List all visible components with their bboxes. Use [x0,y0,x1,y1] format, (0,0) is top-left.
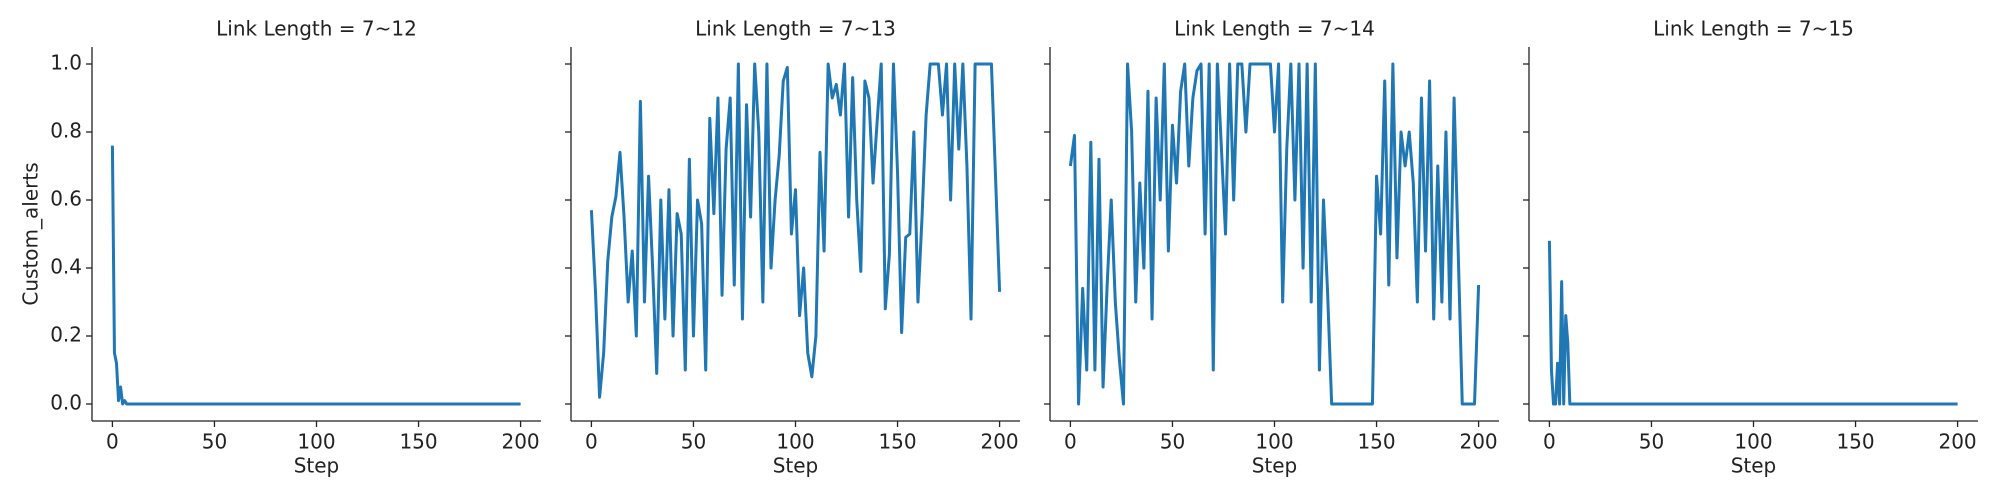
x-tick-label: 50 [681,430,706,454]
line-series [110,145,521,406]
x-tick-label: 100 [1255,430,1293,454]
x-tick-label: 100 [776,430,814,454]
line-series [1068,62,1481,406]
x-tick-label: 200 [501,430,539,454]
x-tick-label: 50 [1160,430,1185,454]
y-tick-label: 0.4 [50,255,82,279]
y-tick-label: 0.6 [50,187,82,211]
x-tick-label: 0 [1543,430,1556,454]
x-tick-label: 200 [1938,430,1976,454]
x-tick-label: 0 [585,430,598,454]
x-tick-label: 200 [1459,430,1497,454]
panel-title: Link Length = 7~15 [1653,17,1854,41]
x-tick-label: 150 [399,430,437,454]
x-tick-label: 0 [106,430,119,454]
x-axis-label: Step [773,454,819,478]
y-axis-label: Custom_alerts [19,162,43,305]
x-tick-label: 50 [202,430,227,454]
x-tick-label: 50 [1639,430,1664,454]
x-tick-label: 0 [1064,430,1077,454]
x-tick-label: 150 [1836,430,1874,454]
line-series [589,62,1002,399]
y-tick-label: 1.0 [50,51,82,75]
x-tick-label: 100 [1734,430,1772,454]
x-tick-label: 150 [878,430,916,454]
x-tick-label: 200 [980,430,1018,454]
y-tick-label: 0.0 [50,391,82,415]
y-tick-label: 0.2 [50,323,82,347]
x-axis-label: Step [294,454,340,478]
panel-title: Link Length = 7~12 [216,17,417,41]
x-tick-label: 100 [297,430,335,454]
panel-title: Link Length = 7~13 [695,17,896,41]
x-tick-label: 150 [1357,430,1395,454]
x-axis-label: Step [1252,454,1298,478]
panel-title: Link Length = 7~14 [1174,17,1375,41]
line-series [1547,240,1958,406]
y-tick-label: 0.8 [50,119,82,143]
x-axis-label: Step [1731,454,1777,478]
